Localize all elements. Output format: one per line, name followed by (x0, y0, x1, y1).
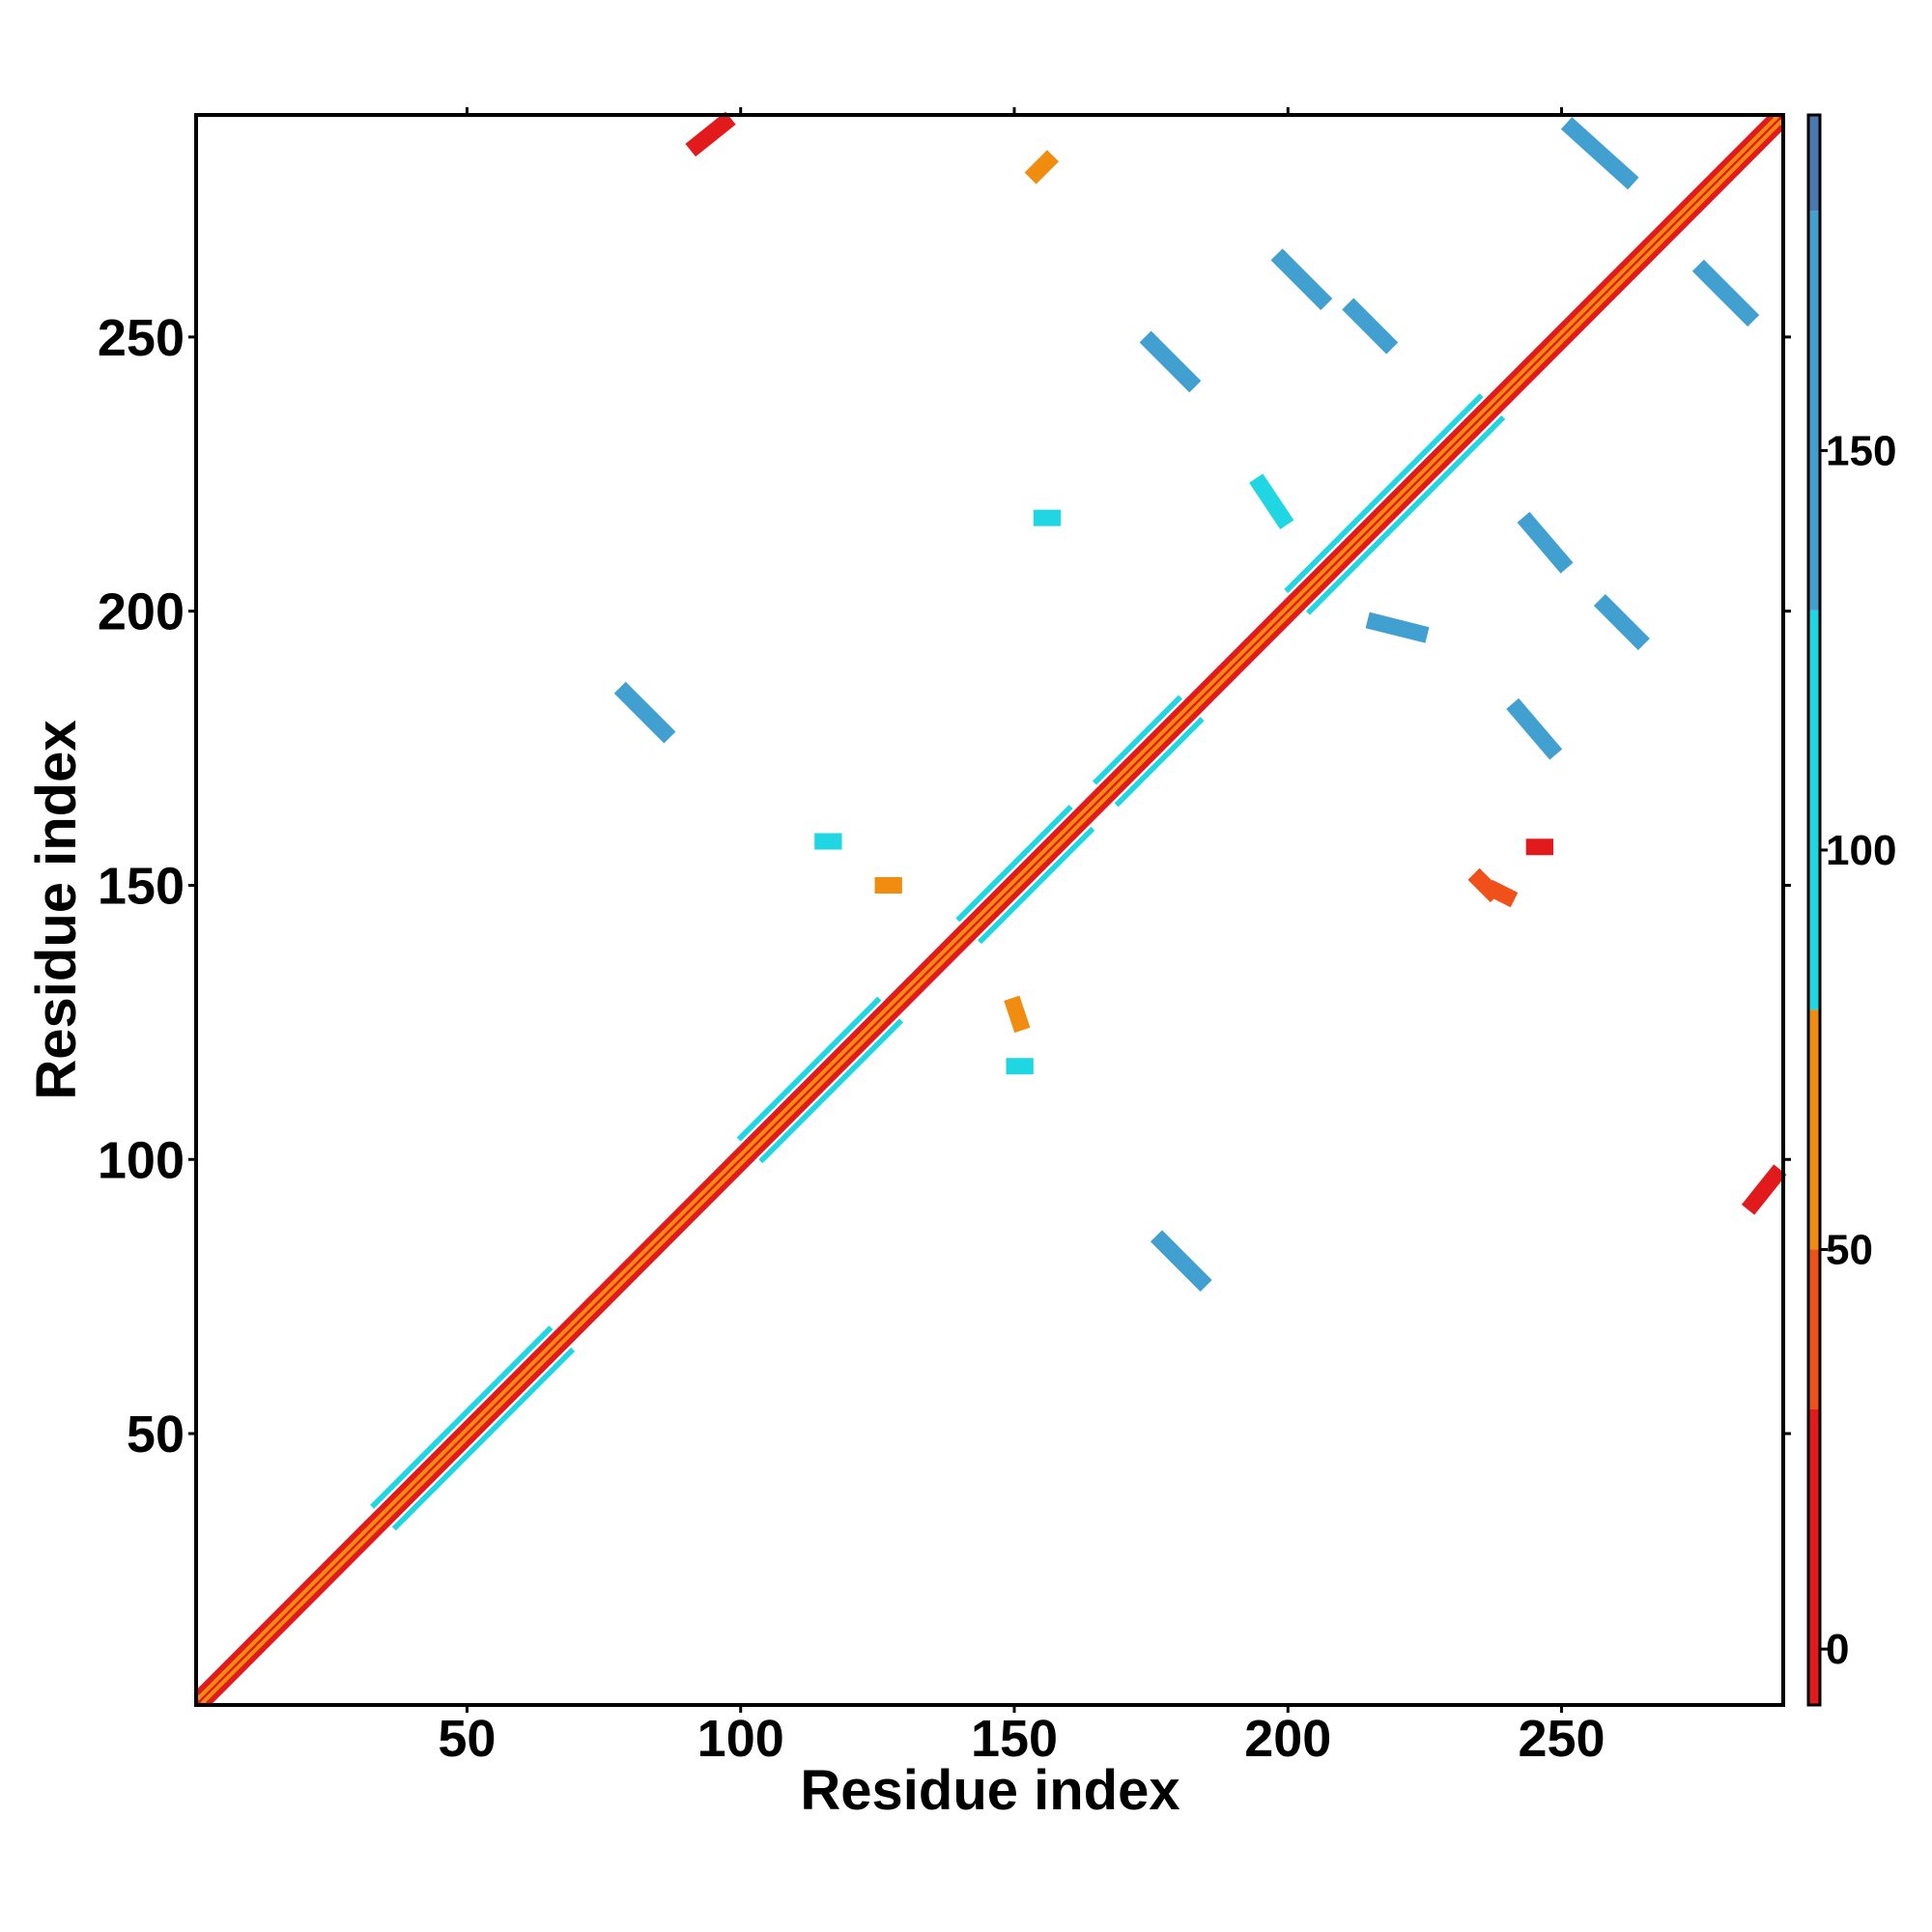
contact-segment (1560, 117, 1639, 190)
contact-segment (194, 113, 1779, 1701)
contact-segment (1249, 473, 1294, 529)
colorbar-band (1808, 211, 1820, 611)
contact-segment (1517, 511, 1574, 574)
plot-frame (194, 113, 1785, 1707)
colorbar-frame (1806, 113, 1822, 1707)
contact-segment (1467, 867, 1502, 903)
contact-segment (1024, 150, 1060, 185)
x-tick-label: 50 (438, 1710, 496, 1768)
contact-segment (391, 1347, 576, 1531)
x-tick-label: 150 (971, 1710, 1058, 1768)
y-tick-label: 100 (98, 1131, 185, 1189)
colorbar-band (1808, 610, 1820, 1010)
x-tick-label: 100 (697, 1710, 784, 1768)
contact-segment (206, 125, 1785, 1707)
contact-segment (1114, 717, 1205, 808)
contact-segment (1741, 1164, 1787, 1215)
x-axis-title: Residue index (800, 1759, 1179, 1822)
colorbar-band (1808, 1249, 1820, 1409)
contact-segment (370, 1325, 554, 1509)
contact-segment (758, 1018, 904, 1164)
contact-segment (1092, 695, 1182, 785)
contact-segment (1150, 1230, 1212, 1293)
y-tick-label: 150 (98, 857, 185, 915)
contact-segment (1342, 298, 1399, 355)
y-axis-title: Residue index (25, 720, 88, 1099)
contact-segment (1506, 697, 1563, 760)
colorbar-tick-label: 50 (1826, 1227, 1873, 1274)
colorbar: 0 50 100 150 (1806, 113, 1896, 1707)
contact-segment (1270, 248, 1333, 311)
y-tick-label: 50 (127, 1406, 185, 1463)
contact-segment (1691, 259, 1760, 327)
contact-segment (194, 113, 1774, 1695)
contact-segment (1139, 330, 1202, 393)
contact-segment (613, 681, 676, 744)
contact-segment (1365, 611, 1430, 643)
contact-segment (200, 119, 1785, 1707)
cells (194, 111, 1787, 1707)
contact-segment (194, 113, 1785, 1707)
y-tick-label: 250 (98, 309, 185, 367)
x-tick-label: 250 (1518, 1710, 1605, 1768)
colorbar-tick-label: 0 (1826, 1626, 1849, 1673)
contact-segment (1004, 995, 1031, 1034)
contact-segment (1305, 415, 1506, 615)
colorbar-tick-label: 150 (1826, 427, 1896, 474)
contact-segment (1593, 593, 1650, 651)
colorbar-band (1808, 1009, 1820, 1250)
colorbar-tick-label: 100 (1826, 827, 1896, 874)
contact-segment (736, 996, 882, 1142)
y-tick-label: 200 (98, 583, 185, 641)
colorbar-band (1808, 1408, 1820, 1705)
contact-segment (955, 804, 1073, 923)
contact-segment (1284, 393, 1484, 593)
x-tick-label: 200 (1244, 1710, 1331, 1768)
contact-segment (977, 826, 1095, 945)
contact-segment (685, 111, 736, 157)
colorbar-band (1808, 115, 1820, 212)
